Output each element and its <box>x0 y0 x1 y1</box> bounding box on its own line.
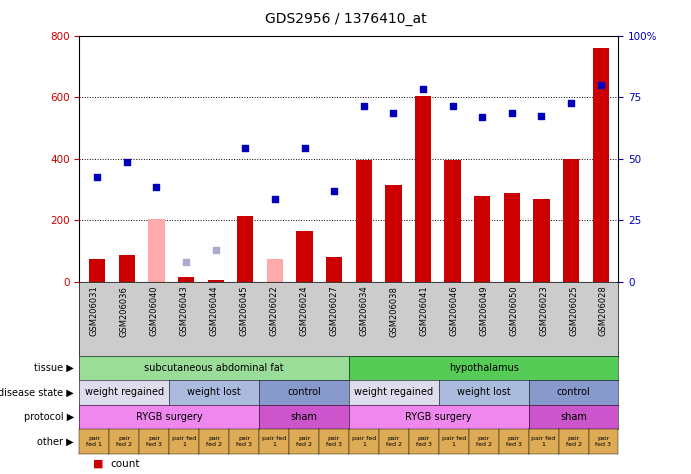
Text: pair
fed 3: pair fed 3 <box>236 437 252 447</box>
Text: GSM206036: GSM206036 <box>120 286 129 337</box>
Text: GSM206044: GSM206044 <box>209 286 219 337</box>
Text: pair fed
1: pair fed 1 <box>442 437 466 447</box>
Bar <box>207 280 224 282</box>
Bar <box>267 259 283 282</box>
Text: pair
fed 3: pair fed 3 <box>416 437 432 447</box>
Text: pair
fed 2: pair fed 2 <box>565 437 582 447</box>
Text: pair
fed 2: pair fed 2 <box>475 437 492 447</box>
Bar <box>415 96 431 282</box>
Text: GDS2956 / 1376410_at: GDS2956 / 1376410_at <box>265 12 426 26</box>
Text: GSM206043: GSM206043 <box>180 286 189 337</box>
Bar <box>563 159 579 282</box>
Bar <box>385 185 401 282</box>
Bar <box>326 257 342 282</box>
Text: GSM206045: GSM206045 <box>240 286 249 337</box>
Text: GSM206028: GSM206028 <box>599 286 608 337</box>
Text: pair
fed 2: pair fed 2 <box>296 437 312 447</box>
Text: ■: ■ <box>93 458 104 469</box>
Point <box>565 100 576 107</box>
Point <box>151 183 162 191</box>
Bar <box>474 196 491 282</box>
Text: pair
fed 3: pair fed 3 <box>326 437 342 447</box>
Point <box>92 173 103 181</box>
Bar <box>119 255 135 282</box>
Point <box>536 112 547 119</box>
Text: pair fed
1: pair fed 1 <box>262 437 286 447</box>
Text: pair
fed 1: pair fed 1 <box>86 437 102 447</box>
Text: tissue ▶: tissue ▶ <box>34 363 74 373</box>
Point <box>595 81 606 89</box>
Text: sham: sham <box>291 412 317 422</box>
Text: GSM206034: GSM206034 <box>359 286 368 337</box>
Text: weight regained: weight regained <box>85 387 164 398</box>
Text: pair
fed 2: pair fed 2 <box>206 437 223 447</box>
Text: GSM206040: GSM206040 <box>150 286 159 337</box>
Point <box>417 86 428 93</box>
Text: hypothalamus: hypothalamus <box>448 363 519 373</box>
Bar <box>592 48 609 282</box>
Text: GSM206050: GSM206050 <box>509 286 518 337</box>
Point <box>240 144 251 152</box>
Bar <box>89 259 105 282</box>
Point <box>507 109 518 117</box>
Text: other ▶: other ▶ <box>37 437 74 447</box>
Text: pair
fed 2: pair fed 2 <box>116 437 133 447</box>
Text: GSM206041: GSM206041 <box>419 286 428 337</box>
Point <box>329 187 340 195</box>
Text: weight regained: weight regained <box>354 387 433 398</box>
Bar <box>296 231 312 282</box>
Text: pair
fed 3: pair fed 3 <box>596 437 612 447</box>
Text: pair fed
1: pair fed 1 <box>352 437 376 447</box>
Text: GSM206022: GSM206022 <box>269 286 278 337</box>
Text: pair
fed 2: pair fed 2 <box>386 437 402 447</box>
Point <box>358 103 369 110</box>
Text: RYGB surgery: RYGB surgery <box>136 412 202 422</box>
Point <box>180 258 191 266</box>
Point <box>447 103 458 110</box>
Text: GSM206024: GSM206024 <box>299 286 309 337</box>
Point <box>269 195 281 203</box>
Bar <box>504 192 520 282</box>
Point <box>477 113 488 121</box>
Text: GSM206046: GSM206046 <box>449 286 458 337</box>
Text: sham: sham <box>560 412 587 422</box>
Text: subcutaneous abdominal fat: subcutaneous abdominal fat <box>144 363 284 373</box>
Text: count: count <box>111 458 140 469</box>
Point <box>122 158 133 166</box>
Bar <box>533 199 549 282</box>
Text: RYGB surgery: RYGB surgery <box>406 412 472 422</box>
Text: pair fed
1: pair fed 1 <box>531 437 556 447</box>
Text: weight lost: weight lost <box>457 387 511 398</box>
Bar <box>237 216 254 282</box>
Bar <box>356 160 372 282</box>
Bar <box>444 160 461 282</box>
Text: pair fed
1: pair fed 1 <box>172 437 196 447</box>
Text: control: control <box>557 387 590 398</box>
Bar <box>149 219 164 282</box>
Text: GSM206027: GSM206027 <box>330 286 339 337</box>
Text: control: control <box>287 387 321 398</box>
Text: protocol ▶: protocol ▶ <box>23 412 74 422</box>
Text: GSM206049: GSM206049 <box>479 286 489 337</box>
Bar <box>178 277 194 282</box>
Point <box>299 144 310 152</box>
Text: pair
fed 3: pair fed 3 <box>506 437 522 447</box>
Text: GSM206038: GSM206038 <box>389 286 399 337</box>
Point <box>210 246 221 254</box>
Text: weight lost: weight lost <box>187 387 241 398</box>
Text: pair
fed 3: pair fed 3 <box>146 437 162 447</box>
Text: GSM206025: GSM206025 <box>569 286 578 337</box>
Point <box>388 109 399 117</box>
Text: disease state ▶: disease state ▶ <box>0 387 74 398</box>
Text: GSM206031: GSM206031 <box>90 286 99 337</box>
Text: GSM206023: GSM206023 <box>539 286 548 337</box>
